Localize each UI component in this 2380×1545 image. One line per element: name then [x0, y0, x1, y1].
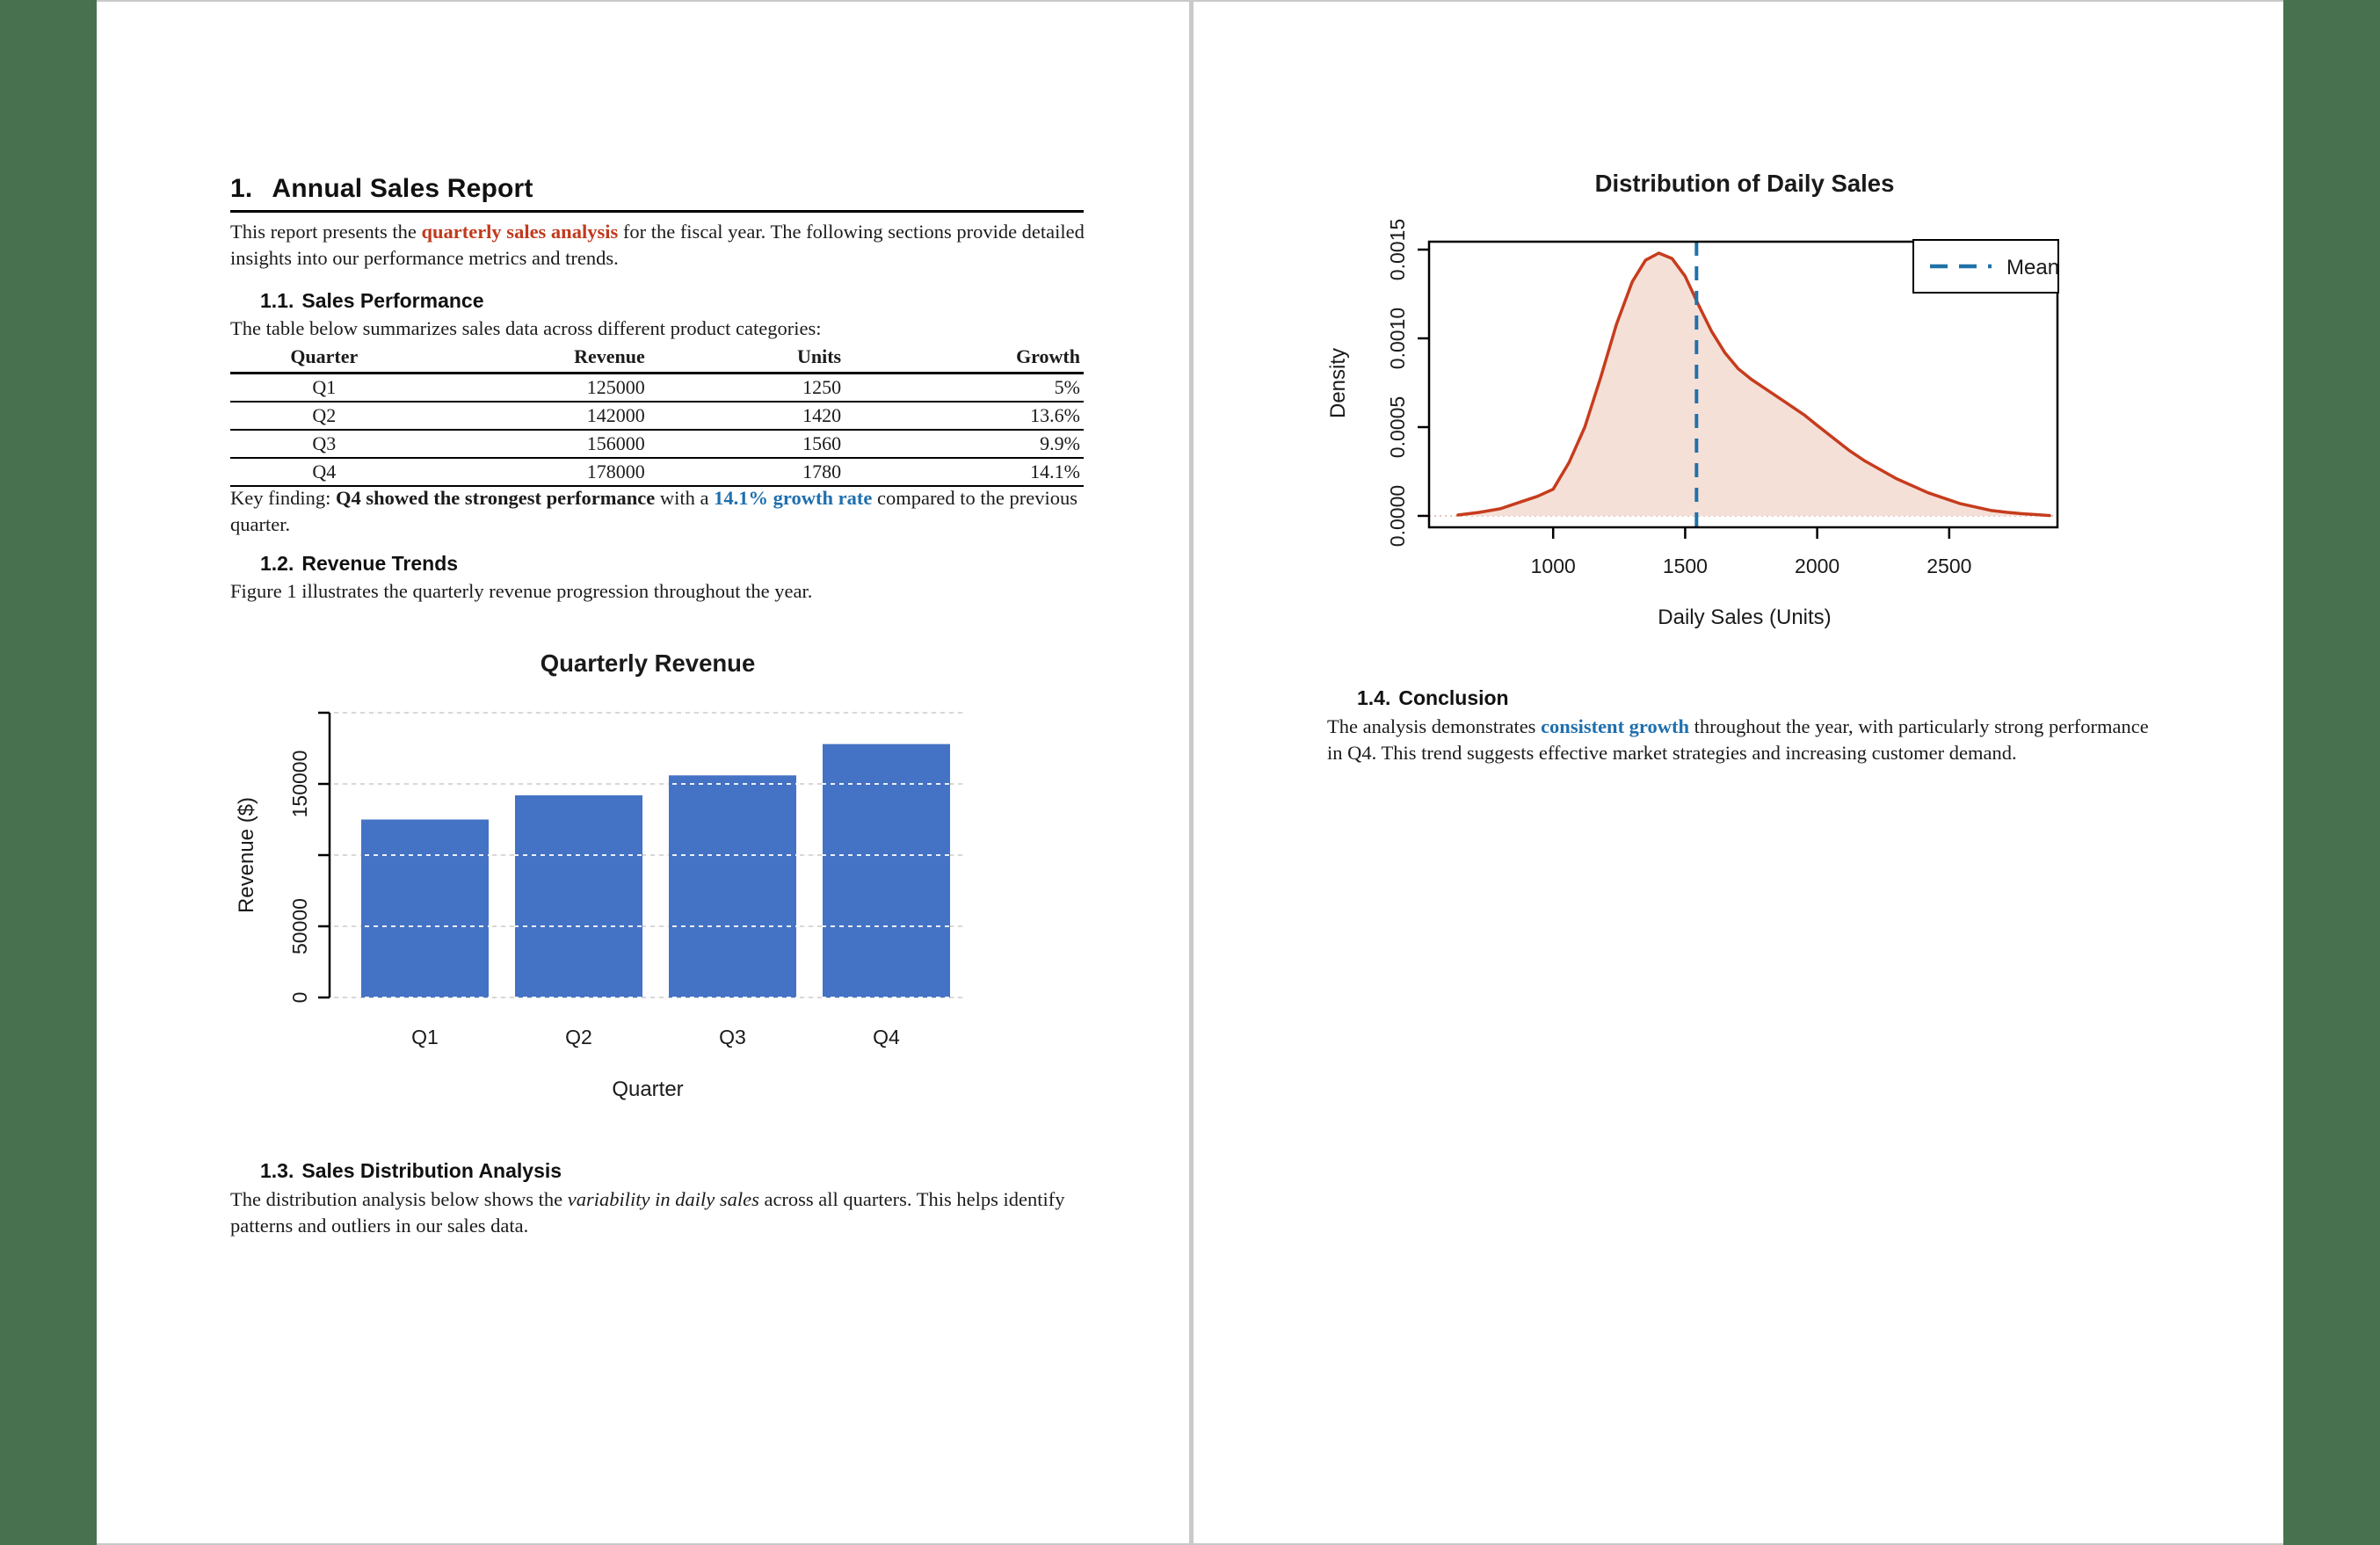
svg-text:0.0005: 0.0005 [1386, 396, 1409, 458]
svg-text:Q4: Q4 [873, 1026, 900, 1048]
section-title: Conclusion [1398, 686, 1509, 709]
highlight-quarterly-sales-analysis: quarterly sales analysis [421, 221, 619, 243]
intro-paragraph: This report presents the quarterly sales… [230, 219, 1092, 271]
table-cell: 13.6% [845, 402, 1084, 431]
table-header-growth: Growth [845, 344, 1084, 374]
heading-number: 1. [230, 174, 253, 203]
key-finding-pre: Key finding: [230, 487, 336, 509]
intro-text-post: for the fiscal year. The following secti… [230, 221, 1085, 269]
svg-text:Q1: Q1 [411, 1026, 439, 1048]
svg-text:50000: 50000 [288, 898, 311, 954]
svg-text:Revenue ($): Revenue ($) [235, 797, 258, 913]
key-finding-paragraph: Key finding: Q4 showed the strongest per… [230, 485, 1092, 537]
svg-text:Q3: Q3 [719, 1026, 746, 1048]
distribution-text-pre: The distribution analysis below shows th… [230, 1188, 568, 1210]
svg-text:0: 0 [288, 992, 311, 1004]
table-header-row: Quarter Revenue Units Growth [230, 344, 1084, 374]
svg-text:Quarterly Revenue: Quarterly Revenue [541, 649, 756, 677]
section-title: Sales Distribution Analysis [301, 1159, 562, 1182]
svg-text:Q2: Q2 [565, 1026, 592, 1048]
figure1-paragraph: Figure 1 illustrates the quarterly reven… [230, 580, 813, 602]
table-cell: 178000 [417, 458, 649, 487]
highlight-consistent-growth: consistent growth [1541, 715, 1690, 737]
section-number: 1.2. [260, 552, 294, 575]
distribution-paragraph: The distribution analysis below shows th… [230, 1186, 1092, 1238]
table-cell: Q4 [230, 458, 418, 487]
svg-text:Density: Density [1326, 348, 1350, 418]
svg-text:150000: 150000 [288, 751, 311, 818]
conclusion-text-pre: The analysis demonstrates [1327, 715, 1542, 737]
document-page-2: Distribution of Daily Sales 0.0000 0.0005 0… [1194, 2, 2283, 1543]
key-finding-mid: with a [655, 487, 715, 509]
table-cell: 125000 [417, 373, 649, 403]
table-cell: Q1 [230, 373, 418, 403]
svg-text:Quarter: Quarter [612, 1077, 683, 1101]
table-header-revenue: Revenue [417, 344, 649, 374]
svg-text:2000: 2000 [1795, 555, 1839, 577]
svg-text:0.0015: 0.0015 [1386, 219, 1409, 280]
svg-text:2500: 2500 [1926, 555, 1971, 577]
table-cell: 1560 [648, 430, 845, 459]
svg-text:0.0010: 0.0010 [1386, 308, 1409, 369]
section-number: 1.4. [1357, 686, 1391, 709]
key-finding-post: compared to the previous quarter. [230, 487, 1078, 535]
italic-variability-in-daily-sales: variability in daily sales [567, 1188, 759, 1210]
svg-text:0.0000: 0.0000 [1386, 485, 1409, 547]
table-cell: 14.1% [845, 458, 1084, 487]
document-page-1: 1. Annual Sales Report This report presen… [97, 2, 1189, 1543]
table-header-units: Units [648, 344, 845, 374]
heading-sales-distribution-analysis: 1.3. Sales Distribution Analysis [260, 1159, 562, 1183]
table-cell: 1420 [648, 402, 845, 431]
conclusion-text-post: throughout the year, with particularly s… [1327, 715, 2149, 764]
svg-text:Mean: Mean [2006, 256, 2059, 279]
table-cell: 142000 [417, 402, 649, 431]
daily-sales-distribution-chart: Distribution of Daily Sales 0.0000 0.0005 0… [1326, 170, 2059, 629]
table-row: Q3 156000 1560 9.9% [230, 430, 1084, 459]
table-cell: Q2 [230, 402, 418, 431]
viewer-background: 1. Annual Sales Report This report presen… [97, 0, 2283, 1545]
table-cell: 1780 [648, 458, 845, 487]
key-finding-growth-rate: 14.1% growth rate [714, 487, 873, 509]
table-row: Q4 178000 1780 14.1% [230, 458, 1084, 487]
svg-text:1500: 1500 [1663, 555, 1708, 577]
section-number: 1.3. [260, 1159, 294, 1182]
table-row: Q2 142000 1420 13.6% [230, 402, 1084, 431]
heading-conclusion: 1.4. Conclusion [1357, 686, 1509, 710]
svg-text:Daily Sales (Units): Daily Sales (Units) [1658, 606, 1831, 629]
sales-table: Quarter Revenue Units Growth Q1 125000 1250 5% Q… [230, 344, 1084, 487]
svg-text:1000: 1000 [1531, 555, 1576, 577]
distribution-text-post: across all quarters. This helps identify… [230, 1188, 1065, 1237]
conclusion-paragraph: The analysis demonstrates consistent gro… [1327, 714, 2164, 765]
table-intro-paragraph: The table below summarizes sales data ac… [230, 317, 822, 339]
table-cell: 5% [845, 373, 1084, 403]
heading-revenue-trends: 1.2. Revenue Trends [260, 552, 458, 576]
intro-text-pre: This report presents the [230, 221, 422, 243]
heading-text: Annual Sales Report [272, 174, 533, 203]
section-title: Revenue Trends [301, 552, 459, 575]
section-title: Sales Performance [301, 289, 484, 312]
table-cell: 156000 [417, 430, 649, 459]
table-cell: Q3 [230, 430, 418, 459]
section-number: 1.1. [260, 289, 294, 312]
svg-text:Distribution of Daily Sales: Distribution of Daily Sales [1595, 170, 1895, 197]
table-row: Q1 125000 1250 5% [230, 373, 1084, 403]
table-cell: 1250 [648, 373, 845, 403]
key-finding-bold: Q4 showed the strongest performance [335, 487, 656, 509]
heading-annual-sales-report: 1. Annual Sales Report [230, 174, 1084, 213]
table-header-quarter: Quarter [230, 344, 418, 374]
heading-sales-performance: 1.1. Sales Performance [260, 289, 484, 313]
table-cell: 9.9% [845, 430, 1084, 459]
